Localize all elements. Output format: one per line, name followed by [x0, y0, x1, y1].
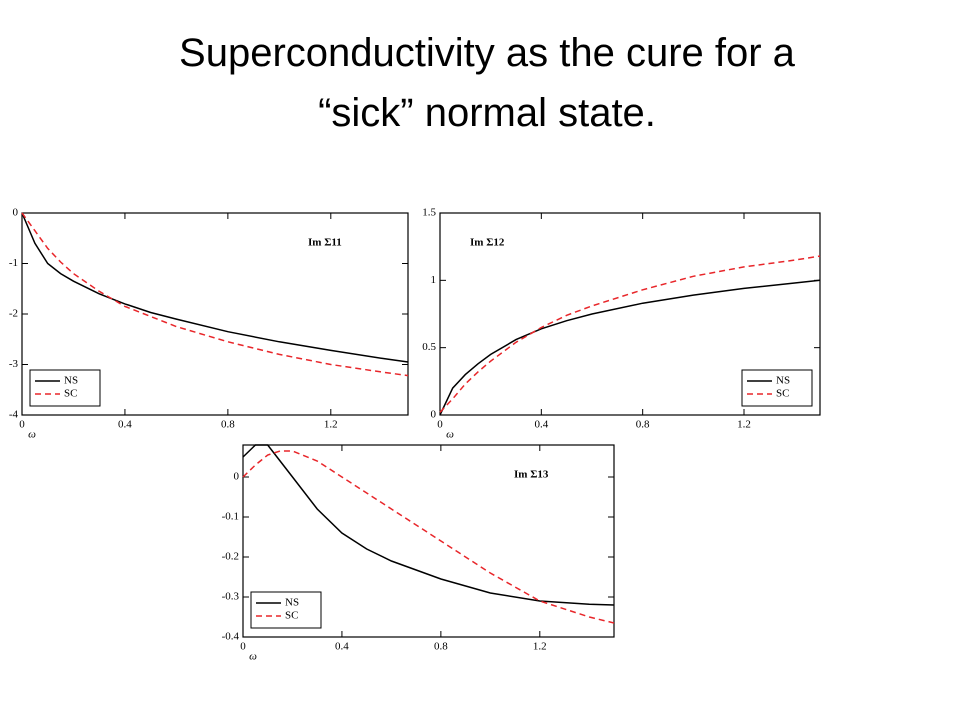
slide-title: Superconductivity as the cure for a	[179, 31, 796, 75]
x-tick-label: 0.4	[534, 419, 548, 431]
y-tick-label: 0	[431, 409, 437, 421]
y-tick-label: -4	[9, 409, 19, 421]
legend-box	[741, 369, 813, 407]
y-tick-label: -2	[9, 308, 18, 320]
x-tick-label: 1.2	[324, 419, 338, 431]
legend-box	[250, 591, 322, 629]
x-tick-label: 0.4	[118, 419, 132, 431]
x-tick-label: 0.4	[335, 641, 349, 653]
y-tick-label: 1.5	[422, 207, 436, 219]
legend-label: NS	[776, 375, 790, 387]
x-tick-label: 0.8	[636, 419, 650, 431]
y-tick-label: 0	[234, 471, 240, 483]
legend-box	[29, 369, 101, 407]
x-axis-label: ω	[446, 429, 454, 441]
x-tick-label: 0	[240, 641, 246, 653]
annotation: Im Σ12	[470, 237, 505, 249]
annotation: Im Σ11	[308, 237, 342, 249]
legend-label: SC	[64, 388, 77, 400]
y-tick-label: 1	[431, 274, 437, 286]
y-tick-label: 0.5	[422, 341, 436, 353]
x-axis-label: ω	[28, 429, 36, 441]
series-line	[242, 450, 615, 624]
x-tick-label: 1.2	[737, 419, 751, 431]
y-tick-label: -0.1	[222, 511, 239, 523]
legend-label: NS	[64, 375, 78, 387]
y-tick-label: -0.3	[222, 591, 240, 603]
x-tick-label: 0.8	[221, 419, 235, 431]
y-tick-label: -0.2	[222, 551, 239, 563]
legend-label: NS	[285, 597, 299, 609]
series-line	[439, 279, 821, 416]
plot-frame	[242, 444, 615, 638]
x-tick-label: 0.8	[434, 641, 448, 653]
slide-title: “sick” normal state.	[318, 91, 656, 135]
series-line	[21, 212, 409, 363]
y-tick-label: -3	[9, 358, 19, 370]
x-tick-label: 0	[19, 419, 25, 431]
series-line	[242, 444, 615, 606]
x-tick-label: 1.2	[533, 641, 547, 653]
series-line	[21, 212, 409, 377]
y-tick-label: 0	[13, 207, 19, 219]
legend-label: SC	[285, 610, 298, 622]
x-tick-label: 0	[437, 419, 443, 431]
legend-label: SC	[776, 388, 789, 400]
y-tick-label: -1	[9, 257, 18, 269]
y-tick-label: -0.4	[222, 631, 240, 643]
x-axis-label: ω	[249, 651, 257, 663]
series-line	[439, 255, 821, 413]
plot-frame	[439, 212, 821, 416]
annotation: Im Σ13	[514, 469, 549, 481]
